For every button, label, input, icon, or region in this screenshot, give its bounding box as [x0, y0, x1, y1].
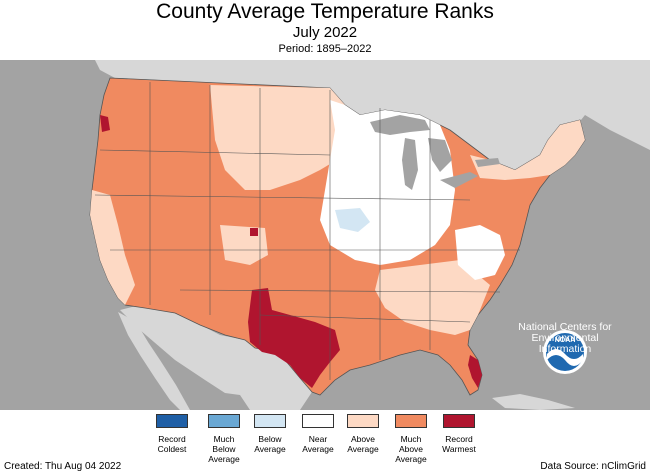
region-record-colorado	[250, 228, 258, 236]
region-record-texas	[248, 288, 340, 388]
region-above-west-coast	[90, 190, 135, 305]
legend-swatch	[208, 414, 240, 428]
legend-item-record-coldest: Record Coldest	[137, 414, 207, 454]
legend-label: Below Average	[254, 434, 286, 454]
legend-swatch	[347, 414, 379, 428]
legend-swatch	[156, 414, 188, 428]
legend-label: Much Below Average	[208, 434, 240, 464]
legend-item-record-warmest: Record Warmest	[424, 414, 494, 454]
noaa-logo-text: NOAA	[555, 337, 576, 344]
legend-item-much-below: Much Below Average	[189, 414, 259, 464]
legend-label: Record Warmest	[442, 434, 476, 454]
legend-swatch	[443, 414, 475, 428]
region-record-pacific-nw	[100, 115, 110, 132]
legend-label: Record Coldest	[157, 434, 187, 454]
legend: Record Coldest Much Below Average Below …	[0, 414, 650, 474]
temperature-rank-map: NOAA	[0, 60, 650, 410]
region-above-northern-plains	[210, 85, 345, 190]
region-above-southeast	[375, 260, 490, 335]
legend-swatch	[254, 414, 286, 428]
legend-label: Near Average	[302, 434, 334, 454]
legend-item-below: Below Average	[235, 414, 305, 454]
region-near-appalachia	[455, 225, 505, 280]
region-above-northeast	[470, 120, 585, 180]
lake-michigan	[402, 138, 418, 190]
state-borders	[94, 82, 520, 380]
legend-swatch	[302, 414, 334, 428]
map-period: Period: 1895–2022	[278, 43, 372, 55]
legend-item-above: Above Average	[328, 414, 398, 454]
legend-swatch	[395, 414, 427, 428]
region-record-florida	[468, 355, 482, 388]
lake-superior	[370, 115, 430, 135]
region-below-iowa	[335, 208, 370, 232]
created-date: Created: Thu Aug 04 2022	[4, 461, 122, 472]
baja-land	[118, 312, 190, 410]
region-above-colorado	[220, 225, 268, 265]
lake-ontario	[475, 158, 500, 167]
cuba-bahamas-land	[492, 394, 575, 410]
lake-erie	[440, 172, 478, 188]
map-title: County Average Temperature Ranks	[156, 0, 494, 23]
canada-land	[95, 60, 650, 170]
data-source: Data Source: nClimGrid	[540, 461, 646, 472]
lake-huron	[428, 138, 452, 172]
legend-item-near: Near Average	[283, 414, 353, 454]
legend-item-much-above: Much Above Average	[376, 414, 446, 464]
noaa-logo: NOAA	[543, 330, 587, 374]
legend-label: Much Above Average	[395, 434, 427, 464]
legend-label: Above Average	[347, 434, 379, 454]
noaa-caption: National Centers for Environmental Infor…	[518, 321, 612, 355]
mexico-land	[120, 305, 322, 410]
map-subtitle: July 2022	[292, 24, 358, 41]
